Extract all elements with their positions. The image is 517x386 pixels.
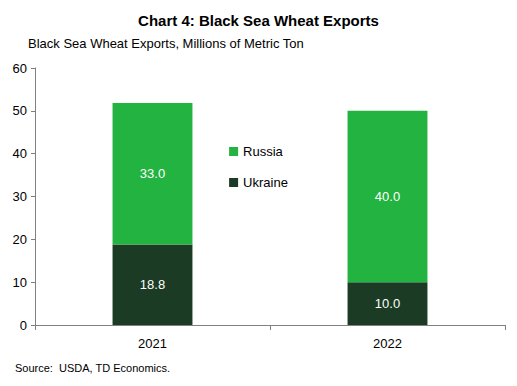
svg-text:50: 50: [13, 103, 27, 118]
svg-text:18.8: 18.8: [140, 277, 165, 292]
svg-text:10: 10: [13, 275, 27, 290]
svg-text:20: 20: [13, 232, 27, 247]
svg-text:2021: 2021: [138, 336, 167, 351]
svg-text:Russia: Russia: [243, 144, 284, 159]
svg-text:10.0: 10.0: [375, 296, 400, 311]
svg-text:Ukraine: Ukraine: [243, 175, 288, 190]
svg-text:Source: USDA, TD Economics.: Source: USDA, TD Economics.: [15, 362, 170, 374]
svg-text:Black Sea Wheat Exports, Milli: Black Sea Wheat Exports, Millions of Met…: [28, 36, 304, 51]
svg-text:60: 60: [13, 61, 27, 76]
svg-text:Chart 4: Black Sea Wheat Expor: Chart 4: Black Sea Wheat Exports: [138, 12, 379, 29]
svg-text:40: 40: [13, 146, 27, 161]
svg-text:0: 0: [20, 318, 27, 333]
svg-text:2022: 2022: [373, 336, 402, 351]
svg-text:40.0: 40.0: [375, 189, 400, 204]
svg-text:30: 30: [13, 189, 27, 204]
svg-text:33.0: 33.0: [140, 166, 165, 181]
